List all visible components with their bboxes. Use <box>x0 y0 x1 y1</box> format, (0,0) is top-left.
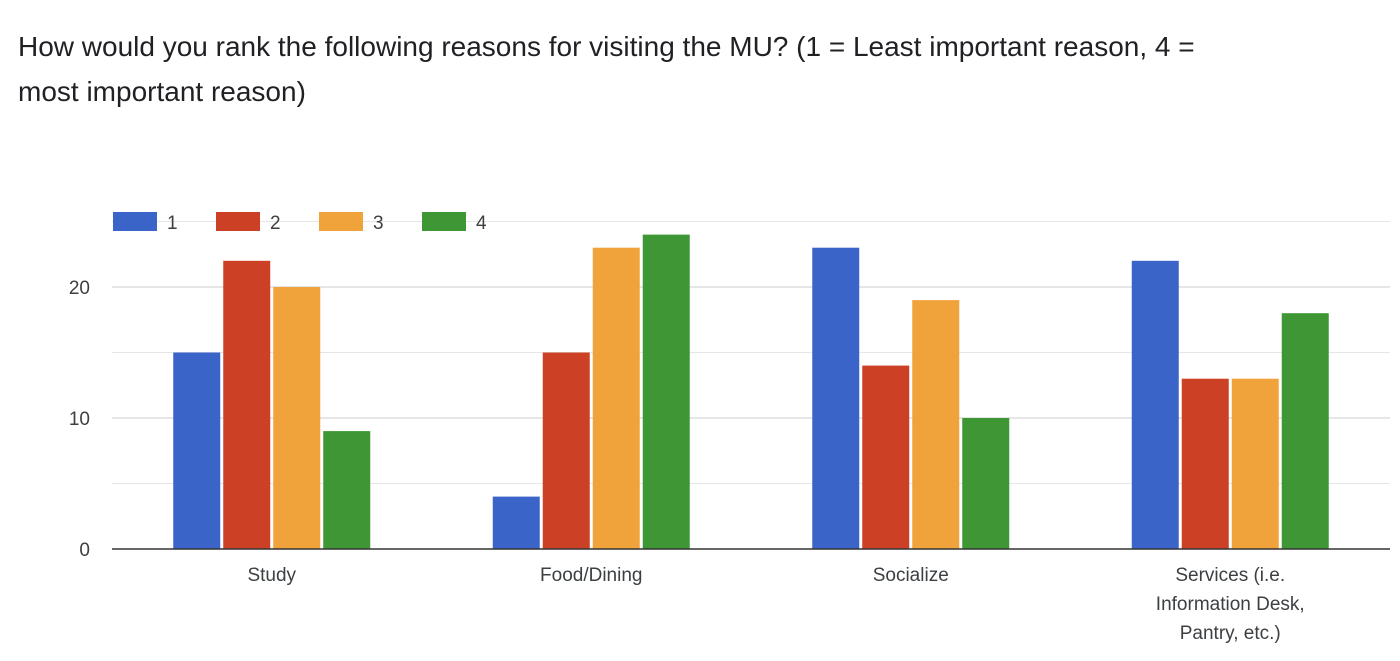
legend-swatch-1[interactable] <box>113 212 157 231</box>
legend-label-1: 1 <box>167 213 178 234</box>
y-tick-label: 10 <box>69 409 90 430</box>
chart-title: How would you rank the following reasons… <box>18 31 1195 107</box>
legend-swatch-4[interactable] <box>422 212 466 231</box>
bar-2-2[interactable] <box>862 365 910 549</box>
bar-1-2[interactable] <box>812 247 860 549</box>
bar-2-3[interactable] <box>1181 378 1229 549</box>
bar-2-1[interactable] <box>542 352 590 550</box>
legend-label-2: 2 <box>270 213 281 234</box>
bar-3-0[interactable] <box>273 287 321 549</box>
x-tick-label: Study <box>247 565 296 586</box>
y-tick-label: 20 <box>69 278 90 299</box>
legend-label-4: 4 <box>476 213 487 234</box>
y-tick-label: 0 <box>79 540 90 561</box>
legend-swatch-3[interactable] <box>319 212 363 231</box>
legend: 1 2 3 4 <box>113 212 487 234</box>
bar-4-1[interactable] <box>642 234 690 549</box>
x-tick-label: Services (i.e. Information Desk, Pantry, e… <box>1156 565 1305 644</box>
bar-4-0[interactable] <box>323 431 371 549</box>
bar-1-1[interactable] <box>492 496 540 549</box>
x-tick-label: Socialize <box>873 565 949 586</box>
bar-1-0[interactable] <box>173 352 221 550</box>
legend-label-3: 3 <box>373 213 384 234</box>
legend-swatch-2[interactable] <box>216 212 260 231</box>
bar-3-3[interactable] <box>1231 378 1279 549</box>
x-tick-label: Food/Dining <box>540 565 642 586</box>
bar-4-3[interactable] <box>1281 313 1329 549</box>
bar-3-1[interactable] <box>592 247 640 549</box>
bar-3-2[interactable] <box>912 300 960 549</box>
bars <box>173 234 1329 550</box>
bar-4-2[interactable] <box>962 418 1010 549</box>
bar-1-3[interactable] <box>1131 260 1179 549</box>
bar-2-0[interactable] <box>223 260 271 549</box>
axes: 0 10 20 Study Food/Dining Socialize Services (… <box>69 278 1390 644</box>
